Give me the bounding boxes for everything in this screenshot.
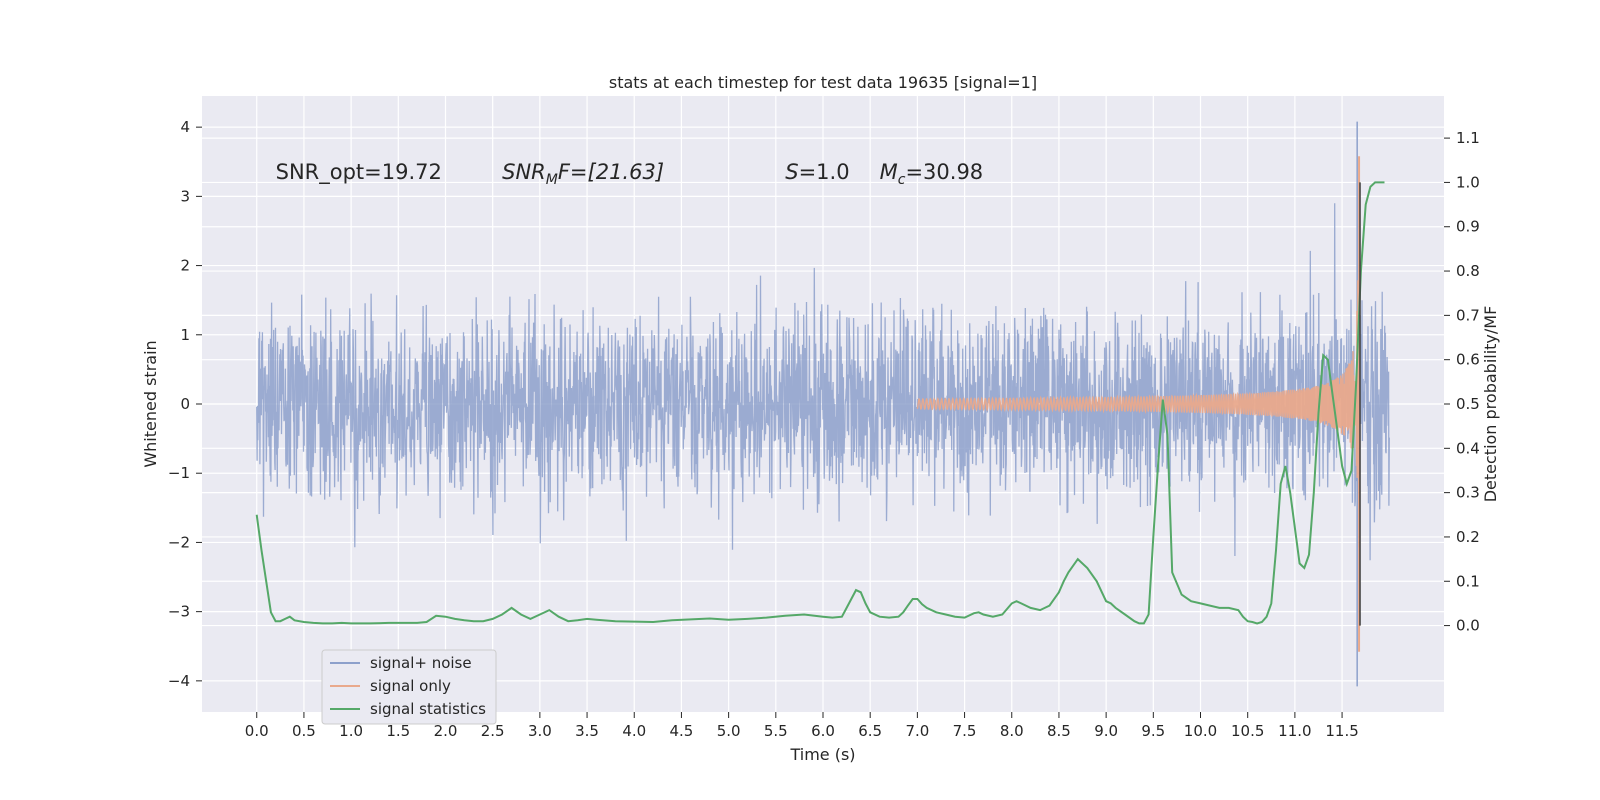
snr-mf-tail: F=[21.63] <box>558 160 664 184</box>
legend-label-signal-statistics: signal statistics <box>370 700 486 718</box>
y-right-tick-label: 0.2 <box>1456 528 1480 546</box>
x-tick-label: 5.0 <box>717 722 741 740</box>
y-right-tick-label: 0.8 <box>1456 262 1480 280</box>
legend-label-signal-noise: signal+ noise <box>370 654 472 672</box>
mc-tail: =30.98 <box>905 160 983 184</box>
annotation-snr-opt: SNR_opt=19.72 <box>276 160 442 185</box>
signal-statistics-line <box>255 181 1385 625</box>
x-tick-label: 3.0 <box>528 722 552 740</box>
x-tick-label: 7.0 <box>905 722 929 740</box>
x-tick-label: 6.0 <box>811 722 835 740</box>
y-right-tick-label: 0.7 <box>1456 306 1480 324</box>
y-axis-label-left: Whitened strain <box>141 340 160 467</box>
mc-subscript: c <box>898 172 906 188</box>
x-tick-label: 11.5 <box>1325 722 1358 740</box>
series-signal-only <box>916 156 1361 652</box>
annotations: SNR_opt=19.72 SNRMF=[21.63] S=1.0 Mc=30.… <box>276 160 984 188</box>
x-tick-label: 2.0 <box>434 722 458 740</box>
y-right-tick-label: 0.1 <box>1456 572 1480 590</box>
x-tick-label: 7.5 <box>953 722 977 740</box>
x-tick-label: 5.5 <box>764 722 788 740</box>
x-tick-label: 10.5 <box>1231 722 1264 740</box>
annotation-s: S=1.0 <box>785 160 849 184</box>
x-tick-label: 6.5 <box>858 722 882 740</box>
y-right-tick-label: 0.4 <box>1456 439 1480 457</box>
x-tick-label: 8.0 <box>1000 722 1024 740</box>
x-tick-label: 9.0 <box>1094 722 1118 740</box>
signal-only-line <box>916 280 1360 548</box>
annotation-snr-mf: SNRMF=[21.63] <box>502 160 664 188</box>
y-left-tick-label: 4 <box>180 118 190 136</box>
x-tick-label: 4.0 <box>622 722 646 740</box>
x-tick-label: 2.5 <box>481 722 505 740</box>
y-right-tick-label: 0.0 <box>1456 617 1480 635</box>
x-tick-label: 10.0 <box>1184 722 1217 740</box>
y-left-tick-label: 3 <box>180 187 190 205</box>
y-left-tick-label: 1 <box>180 326 190 344</box>
s-name: S <box>785 160 798 184</box>
x-tick-label: 11.0 <box>1278 722 1311 740</box>
y-right-tick-label: 0.5 <box>1456 395 1480 413</box>
y-right-tick-label: 0.3 <box>1456 484 1480 502</box>
x-tick-label: 8.5 <box>1047 722 1071 740</box>
annotation-mc: Mc=30.98 <box>880 160 984 188</box>
snr-mf-subscript: M <box>546 172 558 188</box>
y-right-tick-label: 0.6 <box>1456 351 1480 369</box>
s-tail: =1.0 <box>799 160 850 184</box>
y-left-tick-label: −4 <box>168 672 190 690</box>
x-tick-label: 1.5 <box>386 722 410 740</box>
x-tick-label: 4.5 <box>670 722 694 740</box>
y-right-tick-label: 0.9 <box>1456 218 1480 236</box>
y-left-tick-label: 0 <box>180 395 190 413</box>
x-tick-label: 9.5 <box>1141 722 1165 740</box>
signal-noise-line <box>256 203 1390 561</box>
y-left-tick-label: −2 <box>168 533 190 551</box>
x-tick-label: 1.0 <box>339 722 363 740</box>
chart-title: stats at each timestep for test data 196… <box>609 73 1037 92</box>
snr-mf-name: SNR <box>502 160 546 184</box>
mc-name: M <box>880 160 898 184</box>
y-left-tick-label: −1 <box>168 464 190 482</box>
y-right-tick-label: 1.1 <box>1456 129 1480 147</box>
legend-box <box>321 649 497 725</box>
x-tick-label: 0.5 <box>292 722 316 740</box>
x-tick-label: 0.0 <box>245 722 269 740</box>
y-axis-label-right: Detection probability/MF <box>1481 306 1500 503</box>
x-tick-label: 3.5 <box>575 722 599 740</box>
legend-label-signal-only: signal only <box>370 677 451 695</box>
x-axis-label: Time (s) <box>789 745 855 764</box>
y-right-tick-label: 1.0 <box>1456 173 1480 191</box>
axis-ticks: 0.0 0.5 1.0 1.5 2.0 2.5 3.0 3.5 4.0 4.5 5.0 5.5 6.0 6… <box>168 118 1480 740</box>
y-left-tick-label: 2 <box>180 257 190 275</box>
series-signal-statistics <box>255 181 1385 626</box>
legend: signal+ noise signal only signal statist… <box>321 649 497 725</box>
y-left-tick-label: −3 <box>168 603 190 621</box>
